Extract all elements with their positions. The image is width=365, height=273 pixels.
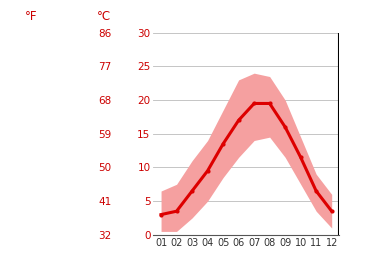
Text: °F: °F bbox=[25, 10, 37, 23]
Text: °C: °C bbox=[97, 10, 111, 23]
